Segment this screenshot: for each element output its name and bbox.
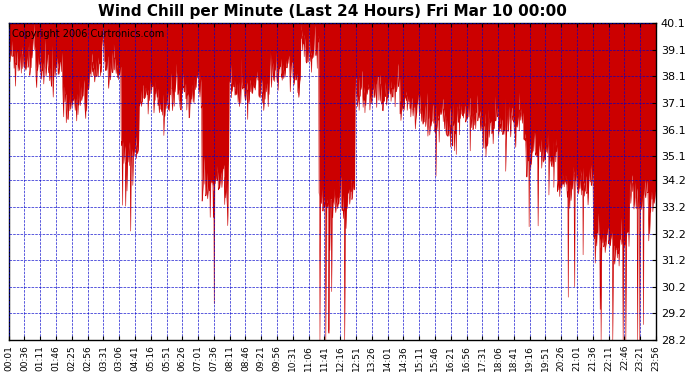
Title: Wind Chill per Minute (Last 24 Hours) Fri Mar 10 00:00: Wind Chill per Minute (Last 24 Hours) Fr… [98,4,566,19]
Text: Copyright 2006 Curtronics.com: Copyright 2006 Curtronics.com [12,30,164,39]
